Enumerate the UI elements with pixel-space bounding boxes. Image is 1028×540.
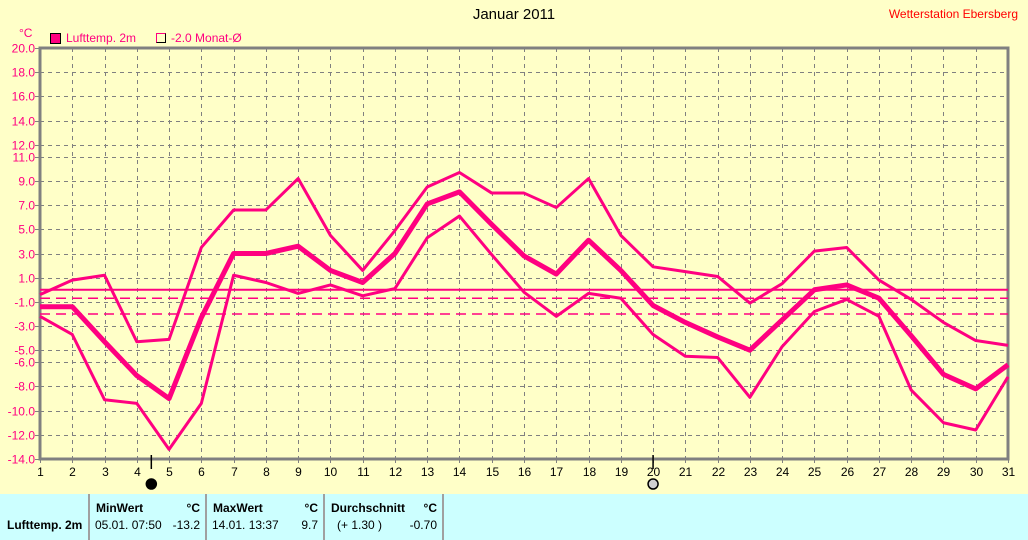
x-tick-label: 31 [1002, 465, 1016, 479]
y-axis-unit: °C [19, 26, 33, 40]
x-tick-label: 13 [421, 465, 435, 479]
max-header: MaxWert [213, 501, 263, 515]
x-tick-label: 30 [970, 465, 984, 479]
y-tick-label: -1.0 [14, 296, 35, 310]
legend-series-swatch [50, 32, 61, 44]
max-unit: °C [304, 501, 318, 515]
x-tick-label: 17 [550, 465, 564, 479]
series-line [39, 214, 1010, 451]
panel-divider [442, 494, 444, 540]
y-tick-label: 16.0 [12, 90, 36, 104]
stats-panel: Lufttemp. 2m MinWert °C 05.01. 07:50 -13… [0, 494, 1028, 540]
x-tick-label: 5 [166, 465, 173, 479]
max-column: MaxWert °C 14.01. 13:37 9.7 [205, 494, 323, 540]
x-tick-label: 14 [453, 465, 467, 479]
new-moon-icon [145, 478, 158, 490]
stats-row-label: Lufttemp. 2m [7, 518, 83, 532]
x-tick-label: 7 [231, 465, 238, 479]
x-tick-label: 29 [937, 465, 951, 479]
series-line [39, 171, 1009, 347]
min-time: 05.01. 07:50 [95, 518, 162, 532]
x-tick-label: 10 [324, 465, 338, 479]
x-tick-label: 11 [357, 465, 370, 479]
x-tick-label: 18 [583, 465, 597, 479]
series-line [40, 189, 1010, 402]
y-tick-label: -3.0 [14, 320, 35, 334]
x-tick-label: 23 [744, 465, 758, 479]
avg-value: -0.70 [409, 518, 437, 532]
x-tick-label: 26 [841, 465, 855, 479]
y-tick-label: -5.0 [14, 344, 35, 358]
x-tick-label: 25 [808, 465, 822, 479]
x-tick-label: 8 [263, 465, 270, 479]
avg-column: Durchschnitt °C (+ 1.30 ) -0.70 [323, 494, 442, 540]
y-tick-label: -6.0 [14, 356, 35, 370]
x-tick-label: 15 [486, 465, 500, 479]
x-tick-label: 12 [389, 465, 403, 479]
x-tick-label: 27 [873, 465, 887, 479]
y-tick-label: -14.0 [8, 453, 36, 467]
legend: Lufttemp. 2m -2.0 Monat-Ø [50, 31, 242, 45]
x-tick-label: 1 [37, 465, 44, 479]
min-column: MinWert °C 05.01. 07:50 -13.2 [88, 494, 205, 540]
x-tick-label: 3 [102, 465, 109, 479]
y-tick-label: 18.0 [12, 66, 36, 80]
avg-header: Durchschnitt [331, 501, 406, 515]
full-moon-icon [647, 478, 659, 490]
y-tick-label: 12.0 [12, 139, 36, 153]
x-tick-label: 24 [776, 465, 790, 479]
x-tick-label: 22 [712, 465, 726, 479]
y-tick-label: 7.0 [18, 199, 35, 213]
y-tick-label: 11.0 [13, 151, 36, 165]
legend-reference-swatch [156, 33, 167, 43]
x-tick-label: 4 [134, 465, 141, 479]
min-value: -13.2 [172, 518, 200, 532]
avg-deviation: (+ 1.30 ) [337, 518, 383, 532]
max-time: 14.01. 13:37 [212, 518, 279, 532]
legend-series-label: Lufttemp. 2m [66, 31, 137, 45]
x-tick-label: 6 [198, 465, 205, 479]
x-tick-label: 16 [518, 465, 532, 479]
x-tick-label: 28 [905, 465, 919, 479]
y-tick-label: 20.0 [12, 42, 36, 56]
x-tick-label: 21 [679, 465, 693, 479]
y-tick-label: 1.0 [18, 272, 35, 286]
y-tick-label: -8.0 [14, 380, 35, 394]
legend-reference-label: -2.0 Monat-Ø [171, 31, 242, 45]
x-tick-label: 2 [69, 465, 76, 479]
x-tick-label: 19 [615, 465, 629, 479]
y-tick-label: -12.0 [8, 429, 36, 443]
min-header: MinWert [96, 501, 144, 515]
plot-frame [38, 46, 1010, 461]
y-tick-label: 9.0 [18, 175, 35, 189]
min-unit: °C [186, 501, 200, 515]
y-tick-label: 3.0 [18, 248, 35, 262]
y-tick-label: 14.0 [12, 115, 36, 129]
max-value: 9.7 [301, 518, 318, 532]
chart-title: Januar 2011 [472, 6, 556, 23]
x-tick-label: 20 [647, 465, 661, 479]
temperature-chart: 20.0 18.0 16.0 14.0 12.011.0 9.0 7.0 5.0 3.0 1.0 -… [8, 42, 1016, 490]
station-name: Wetterstation Ebersberg [888, 7, 1018, 21]
y-tick-label: -10.0 [8, 405, 36, 419]
avg-unit: °C [423, 501, 437, 515]
y-tick-label: 5.0 [18, 223, 35, 237]
x-tick-label: 9 [295, 465, 302, 479]
